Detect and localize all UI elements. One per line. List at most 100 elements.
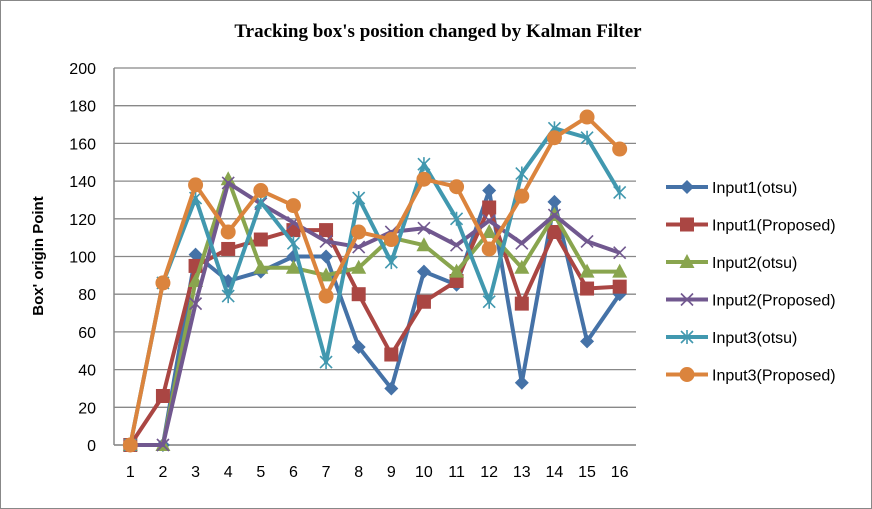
marker-triangle — [449, 263, 465, 278]
marker-diamond — [416, 264, 431, 279]
x-tick-label: 5 — [256, 464, 265, 481]
x-tick-label: 10 — [415, 464, 433, 481]
marker-diamond — [384, 381, 399, 396]
legend-item: Input3(otsu) — [666, 330, 797, 347]
marker-triangle — [514, 259, 530, 274]
marker-star — [319, 355, 333, 370]
marker-diamond — [188, 247, 203, 262]
y-tick-label: 80 — [78, 287, 96, 304]
marker-circle — [351, 224, 367, 240]
marker-triangle — [318, 267, 334, 282]
legend-label: Input1(otsu) — [712, 180, 797, 197]
marker-square — [680, 217, 694, 232]
legend-label: Input2(otsu) — [712, 255, 797, 272]
marker-circle — [579, 109, 595, 125]
y-tick-label: 140 — [69, 174, 96, 191]
x-tick-label: 6 — [289, 464, 298, 481]
legend-label: Input1(Proposed) — [712, 218, 836, 235]
marker-square — [351, 287, 366, 302]
marker-star — [613, 185, 627, 200]
x-tick-label: 12 — [480, 464, 498, 481]
marker-star — [482, 294, 496, 309]
marker-triangle — [220, 171, 236, 186]
series-input3-proposed- — [122, 109, 628, 453]
marker-triangle — [416, 237, 432, 252]
legend-item: Input2(Proposed) — [666, 293, 836, 310]
x-tick-label: 1 — [126, 464, 135, 481]
x-tick-label: 4 — [224, 464, 233, 481]
marker-diamond — [547, 194, 562, 209]
marker-diamond — [351, 339, 366, 354]
x-tick-label: 16 — [611, 464, 629, 481]
marker-square — [580, 281, 595, 296]
marker-circle — [253, 183, 269, 199]
x-tick-label: 9 — [387, 464, 396, 481]
marker-square — [319, 223, 334, 238]
marker-circle — [679, 367, 695, 382]
marker-triangle — [612, 263, 628, 278]
x-tick-label: 8 — [354, 464, 363, 481]
series-line — [128, 115, 622, 446]
marker-star — [680, 330, 694, 344]
marker-x — [188, 297, 203, 311]
y-tick-label: 0 — [87, 438, 96, 455]
marker-circle — [155, 275, 171, 291]
marker-triangle — [285, 259, 301, 274]
y-tick-label: 40 — [78, 363, 96, 380]
marker-diamond — [319, 249, 334, 264]
marker-star — [515, 166, 529, 181]
marker-diamond — [680, 180, 694, 194]
marker-circle — [285, 198, 301, 214]
marker-circle — [416, 171, 432, 187]
y-tick-label: 200 — [69, 61, 96, 78]
marker-x — [449, 238, 464, 252]
x-tick-label: 2 — [158, 464, 167, 481]
x-tick-label: 15 — [578, 464, 596, 481]
marker-star — [417, 157, 431, 172]
marker-square — [253, 232, 268, 247]
y-axis-label: Box' origin Point — [30, 196, 47, 315]
marker-x — [580, 234, 594, 248]
marker-triangle — [679, 254, 695, 268]
marker-circle — [122, 437, 138, 453]
marker-circle — [318, 288, 334, 304]
marker-triangle — [579, 263, 595, 278]
legend-label: Input2(Proposed) — [712, 293, 836, 310]
marker-x — [613, 246, 627, 260]
marker-circle — [612, 141, 628, 157]
marker-x — [515, 236, 529, 250]
marker-circle — [220, 224, 236, 240]
marker-square — [155, 388, 170, 403]
marker-square — [384, 347, 399, 362]
y-tick-label: 20 — [78, 400, 96, 417]
x-tick-label: 14 — [546, 464, 564, 481]
legend-label: Input3(Proposed) — [712, 368, 836, 385]
marker-square — [547, 224, 562, 239]
legend-item: Input1(otsu) — [666, 180, 797, 197]
marker-square — [221, 241, 236, 256]
y-tick-label: 100 — [69, 250, 96, 267]
legend-label: Input3(otsu) — [712, 330, 797, 347]
legend-item: Input2(otsu) — [666, 254, 797, 272]
marker-circle — [481, 241, 497, 257]
marker-diamond — [514, 375, 529, 390]
x-tick-label: 3 — [191, 464, 200, 481]
marker-x — [482, 214, 496, 228]
marker-circle — [449, 179, 465, 195]
y-tick-label: 180 — [69, 99, 96, 116]
marker-star — [384, 255, 398, 270]
x-tick-label: 11 — [448, 464, 465, 481]
legend-item: Input1(Proposed) — [666, 217, 836, 235]
x-tick-label: 13 — [513, 464, 531, 481]
marker-star — [221, 289, 235, 304]
marker-triangle — [253, 259, 269, 274]
marker-x — [221, 176, 235, 190]
marker-star — [286, 236, 301, 251]
series-line — [130, 188, 622, 447]
marker-star — [352, 191, 366, 206]
chart-title: Tracking box's position changed by Kalma… — [234, 21, 642, 42]
series-input2-proposed- — [123, 176, 627, 452]
y-tick-label: 160 — [69, 136, 96, 153]
marker-diamond — [482, 183, 497, 198]
